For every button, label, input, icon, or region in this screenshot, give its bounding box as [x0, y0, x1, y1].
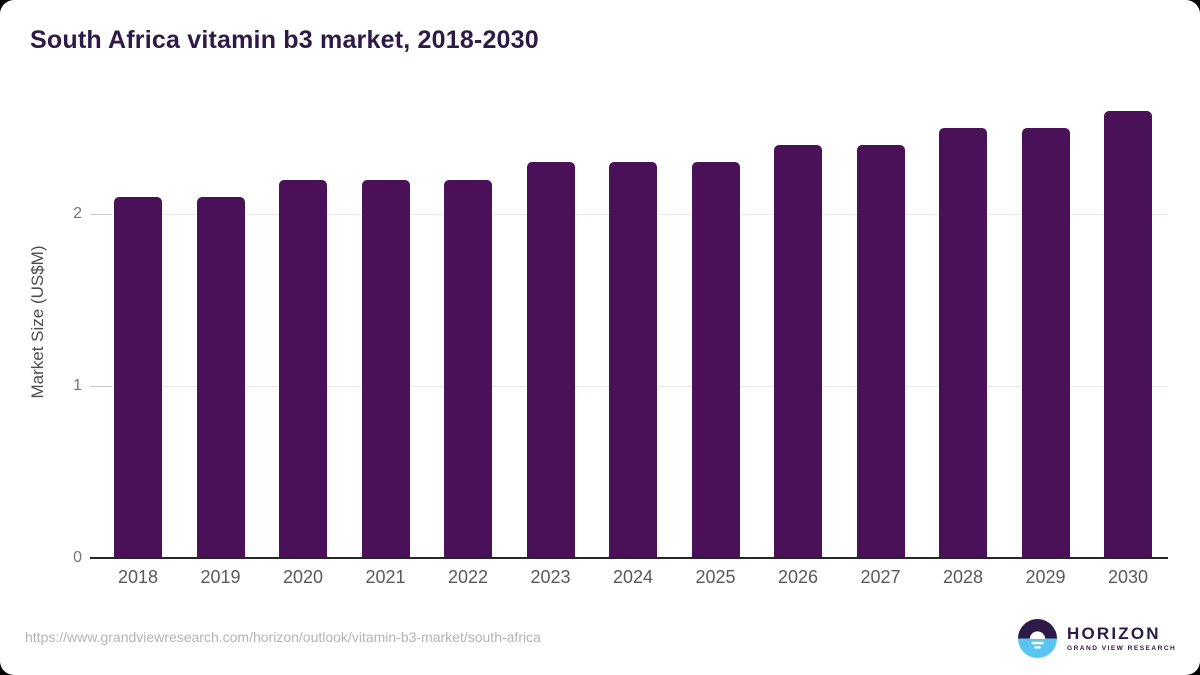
x-label-2027: 2027 — [860, 567, 901, 587]
bar-2018[interactable] — [114, 196, 162, 557]
horizon-logo[interactable]: HORIZON GRAND VIEW RESEARCH — [1018, 619, 1176, 658]
bar-2029[interactable] — [1021, 128, 1070, 557]
bar-2026[interactable] — [774, 145, 822, 557]
x-label-2018: 2018 — [117, 567, 159, 587]
x-label-2021: 2021 — [365, 567, 406, 587]
x-label-2022: 2022 — [447, 567, 489, 587]
bar-2028[interactable] — [939, 128, 987, 557]
y-tickmark-1 — [90, 386, 112, 387]
x-label-2028: 2028 — [942, 567, 984, 587]
bar-2027[interactable] — [856, 145, 905, 557]
x-label-2025: 2025 — [695, 567, 736, 587]
bar-2020[interactable] — [279, 179, 327, 557]
x-label-2030: 2030 — [1107, 567, 1149, 587]
bar-2019[interactable] — [196, 196, 245, 557]
x-label-2023: 2023 — [530, 567, 571, 587]
bar-2024[interactable] — [609, 162, 657, 557]
source-url: https://www.grandviewresearch.com/horizo… — [25, 629, 541, 645]
y-tick-label-0: 0 — [73, 549, 82, 566]
x-label-2019: 2019 — [200, 567, 241, 587]
bar-2025[interactable] — [691, 162, 740, 557]
chart-title: South Africa vitamin b3 market, 2018-203… — [30, 26, 539, 54]
y-tickmark-2 — [90, 214, 112, 215]
bar-2030[interactable] — [1104, 110, 1152, 557]
y-tick-label-1: 1 — [73, 377, 82, 394]
x-label-2029: 2029 — [1025, 567, 1066, 587]
x-label-2026: 2026 — [777, 567, 819, 587]
logo-wordmark: HORIZON — [1067, 624, 1161, 644]
x-label-2024: 2024 — [612, 567, 654, 587]
bar-2023[interactable] — [526, 162, 575, 557]
logo-tagline: GRAND VIEW RESEARCH — [1067, 644, 1177, 652]
x-label-2020: 2020 — [282, 567, 324, 587]
x-axis-line — [90, 557, 1168, 559]
bar-2022[interactable] — [444, 179, 492, 557]
horizon-logo-icon — [1018, 619, 1057, 658]
logo-text: HORIZON GRAND VIEW RESEARCH — [1067, 625, 1176, 652]
bar-2021[interactable] — [361, 179, 410, 557]
y-tick-label-2: 2 — [73, 205, 82, 222]
